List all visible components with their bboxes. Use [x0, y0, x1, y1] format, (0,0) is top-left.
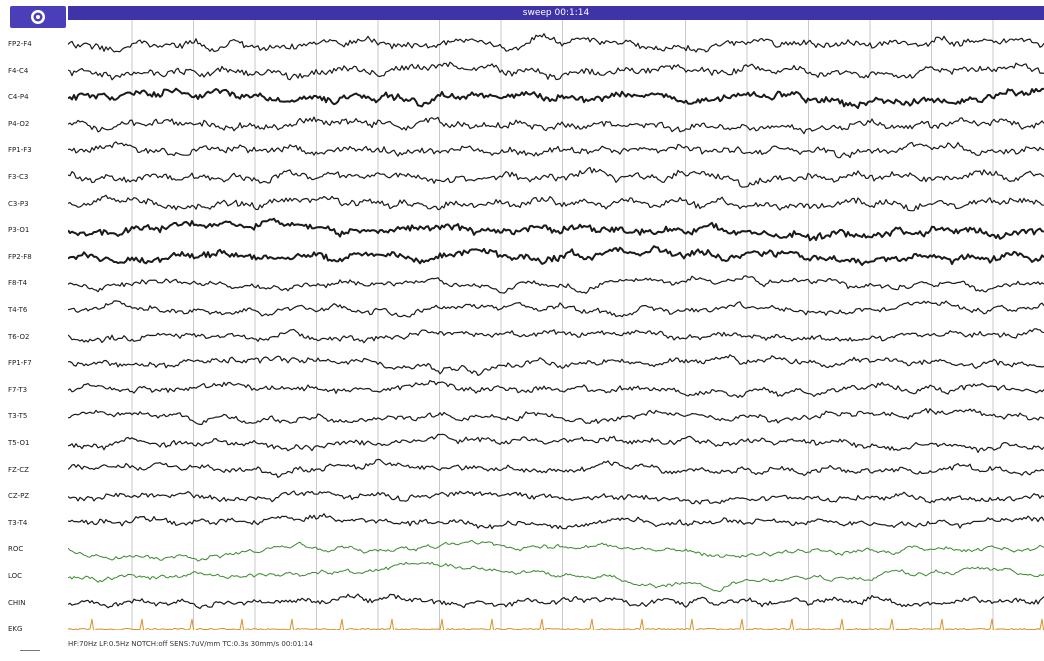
channel-label[interactable]: ROC [8, 545, 24, 554]
channel-trace [68, 87, 1044, 110]
channel-label[interactable]: FP1-F7 [8, 359, 32, 368]
scale-marker [20, 650, 40, 651]
channel-trace [68, 458, 1044, 478]
channel-label[interactable]: F3-C3 [8, 173, 29, 181]
channel-label[interactable]: P3-O1 [8, 226, 30, 235]
channel-label[interactable]: T5-O1 [8, 439, 30, 447]
channel-label[interactable]: T3-T4 [8, 518, 28, 527]
channel-trace [68, 593, 1044, 610]
channel-label[interactable]: C3-P3 [8, 199, 29, 208]
channel-trace [68, 166, 1044, 188]
channel-label[interactable]: FP2-F4 [8, 40, 32, 48]
channel-trace [68, 328, 1044, 344]
channel-label[interactable]: FP2-F8 [8, 252, 32, 261]
channel-trace [68, 61, 1044, 81]
channel-trace [68, 408, 1044, 425]
channel-label[interactable]: F7-T3 [8, 385, 28, 394]
trace-area[interactable] [68, 20, 1044, 630]
channel-trace [68, 33, 1044, 53]
channel-trace [68, 513, 1044, 530]
channel-label-column: FP2-F4 F4-C4 C4-P4 P4-O2 FP1-F3 F3-C3 C3-P3 P3-… [0, 0, 68, 661]
channel-trace [68, 618, 1044, 630]
channel-label[interactable]: F4-C4 [8, 66, 29, 75]
channel-trace [68, 194, 1044, 212]
channel-label[interactable]: FP1-F3 [8, 146, 32, 155]
channel-label[interactable]: CZ-PZ [8, 492, 30, 501]
time-grid [131, 20, 994, 630]
channel-trace [68, 490, 1044, 505]
channel-label[interactable]: C4-P4 [8, 93, 29, 102]
sweep-title-bar: sweep 00:1:14 [68, 6, 1044, 20]
channel-trace [68, 354, 1044, 376]
channel-trace [68, 300, 1044, 318]
channel-trace [68, 561, 1044, 592]
channel-trace [68, 275, 1044, 294]
channel-label[interactable]: LOC [8, 572, 23, 580]
channel-label[interactable]: T6-O2 [8, 332, 30, 341]
status-bar: HF:70Hz LF:0.5Hz NOTCH:off SENS:7uV/mm T… [68, 640, 313, 648]
channel-trace [68, 217, 1044, 242]
channel-label[interactable]: P4-O2 [8, 119, 30, 128]
trace-canvas [68, 20, 1044, 630]
channel-trace [68, 539, 1044, 562]
eye-icon [31, 10, 45, 24]
channel-label[interactable]: CHIN [8, 598, 26, 607]
channel-label[interactable]: EKG [8, 625, 23, 634]
view-toggle-button[interactable] [10, 6, 66, 28]
channel-trace [68, 245, 1044, 266]
channel-label[interactable]: FZ-CZ [8, 465, 29, 474]
channel-trace [68, 379, 1044, 399]
channel-label[interactable]: F8-T4 [8, 279, 28, 288]
channel-trace [68, 433, 1044, 453]
channel-label[interactable]: T3-T5 [8, 412, 28, 421]
channel-label[interactable]: T4-T6 [8, 306, 28, 314]
channel-trace [68, 116, 1044, 135]
channel-trace [68, 141, 1044, 159]
